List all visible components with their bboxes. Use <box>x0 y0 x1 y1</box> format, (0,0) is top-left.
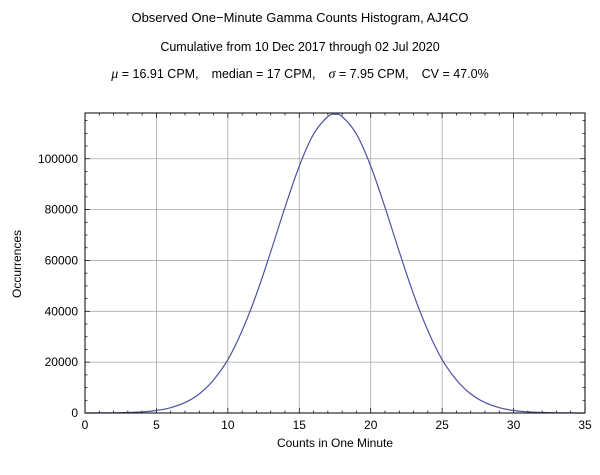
stats-line: μ = 16.91 CPM, median = 17 CPM, σ = 7.95 C… <box>0 67 600 83</box>
mu-value: = 16.91 CPM, <box>118 67 199 81</box>
y-tick-label: 60000 <box>45 253 79 267</box>
median-value: median = 17 CPM, <box>211 67 316 81</box>
x-tick-label: 30 <box>507 418 521 432</box>
x-axis-label: Counts in One Minute <box>276 436 394 450</box>
y-axis-label: Occurrences <box>10 229 24 299</box>
x-tick-label: 10 <box>221 418 235 432</box>
sigma-value: = 7.95 CPM, <box>335 67 409 81</box>
sigma-stat: σ = 7.95 CPM, <box>328 67 409 82</box>
data-curve <box>84 113 586 414</box>
x-tick-label: 0 <box>82 418 89 432</box>
mu-stat: μ = 16.91 CPM, <box>111 67 199 82</box>
y-tick-label: 40000 <box>45 304 79 318</box>
mu-symbol: μ <box>111 67 119 82</box>
y-tick-label: 80000 <box>45 203 79 217</box>
x-tick-label: 20 <box>364 418 378 432</box>
chart-title: Observed One−Minute Gamma Counts Histogr… <box>131 10 469 25</box>
plot-frame <box>84 112 586 414</box>
cv-value: CV = 47.0% <box>421 67 489 81</box>
y-tick-label: 100000 <box>38 152 78 166</box>
x-tick-label: 35 <box>578 418 592 432</box>
x-tick-label: 15 <box>293 418 307 432</box>
sigma-symbol: σ <box>328 67 336 82</box>
chart-subtitle: Cumulative from 10 Dec 2017 through 02 J… <box>160 40 440 54</box>
y-tick-label: 0 <box>71 406 78 420</box>
x-tick-label: 25 <box>435 418 449 432</box>
x-tick-label: 5 <box>153 418 160 432</box>
y-tick-label: 20000 <box>45 355 79 369</box>
